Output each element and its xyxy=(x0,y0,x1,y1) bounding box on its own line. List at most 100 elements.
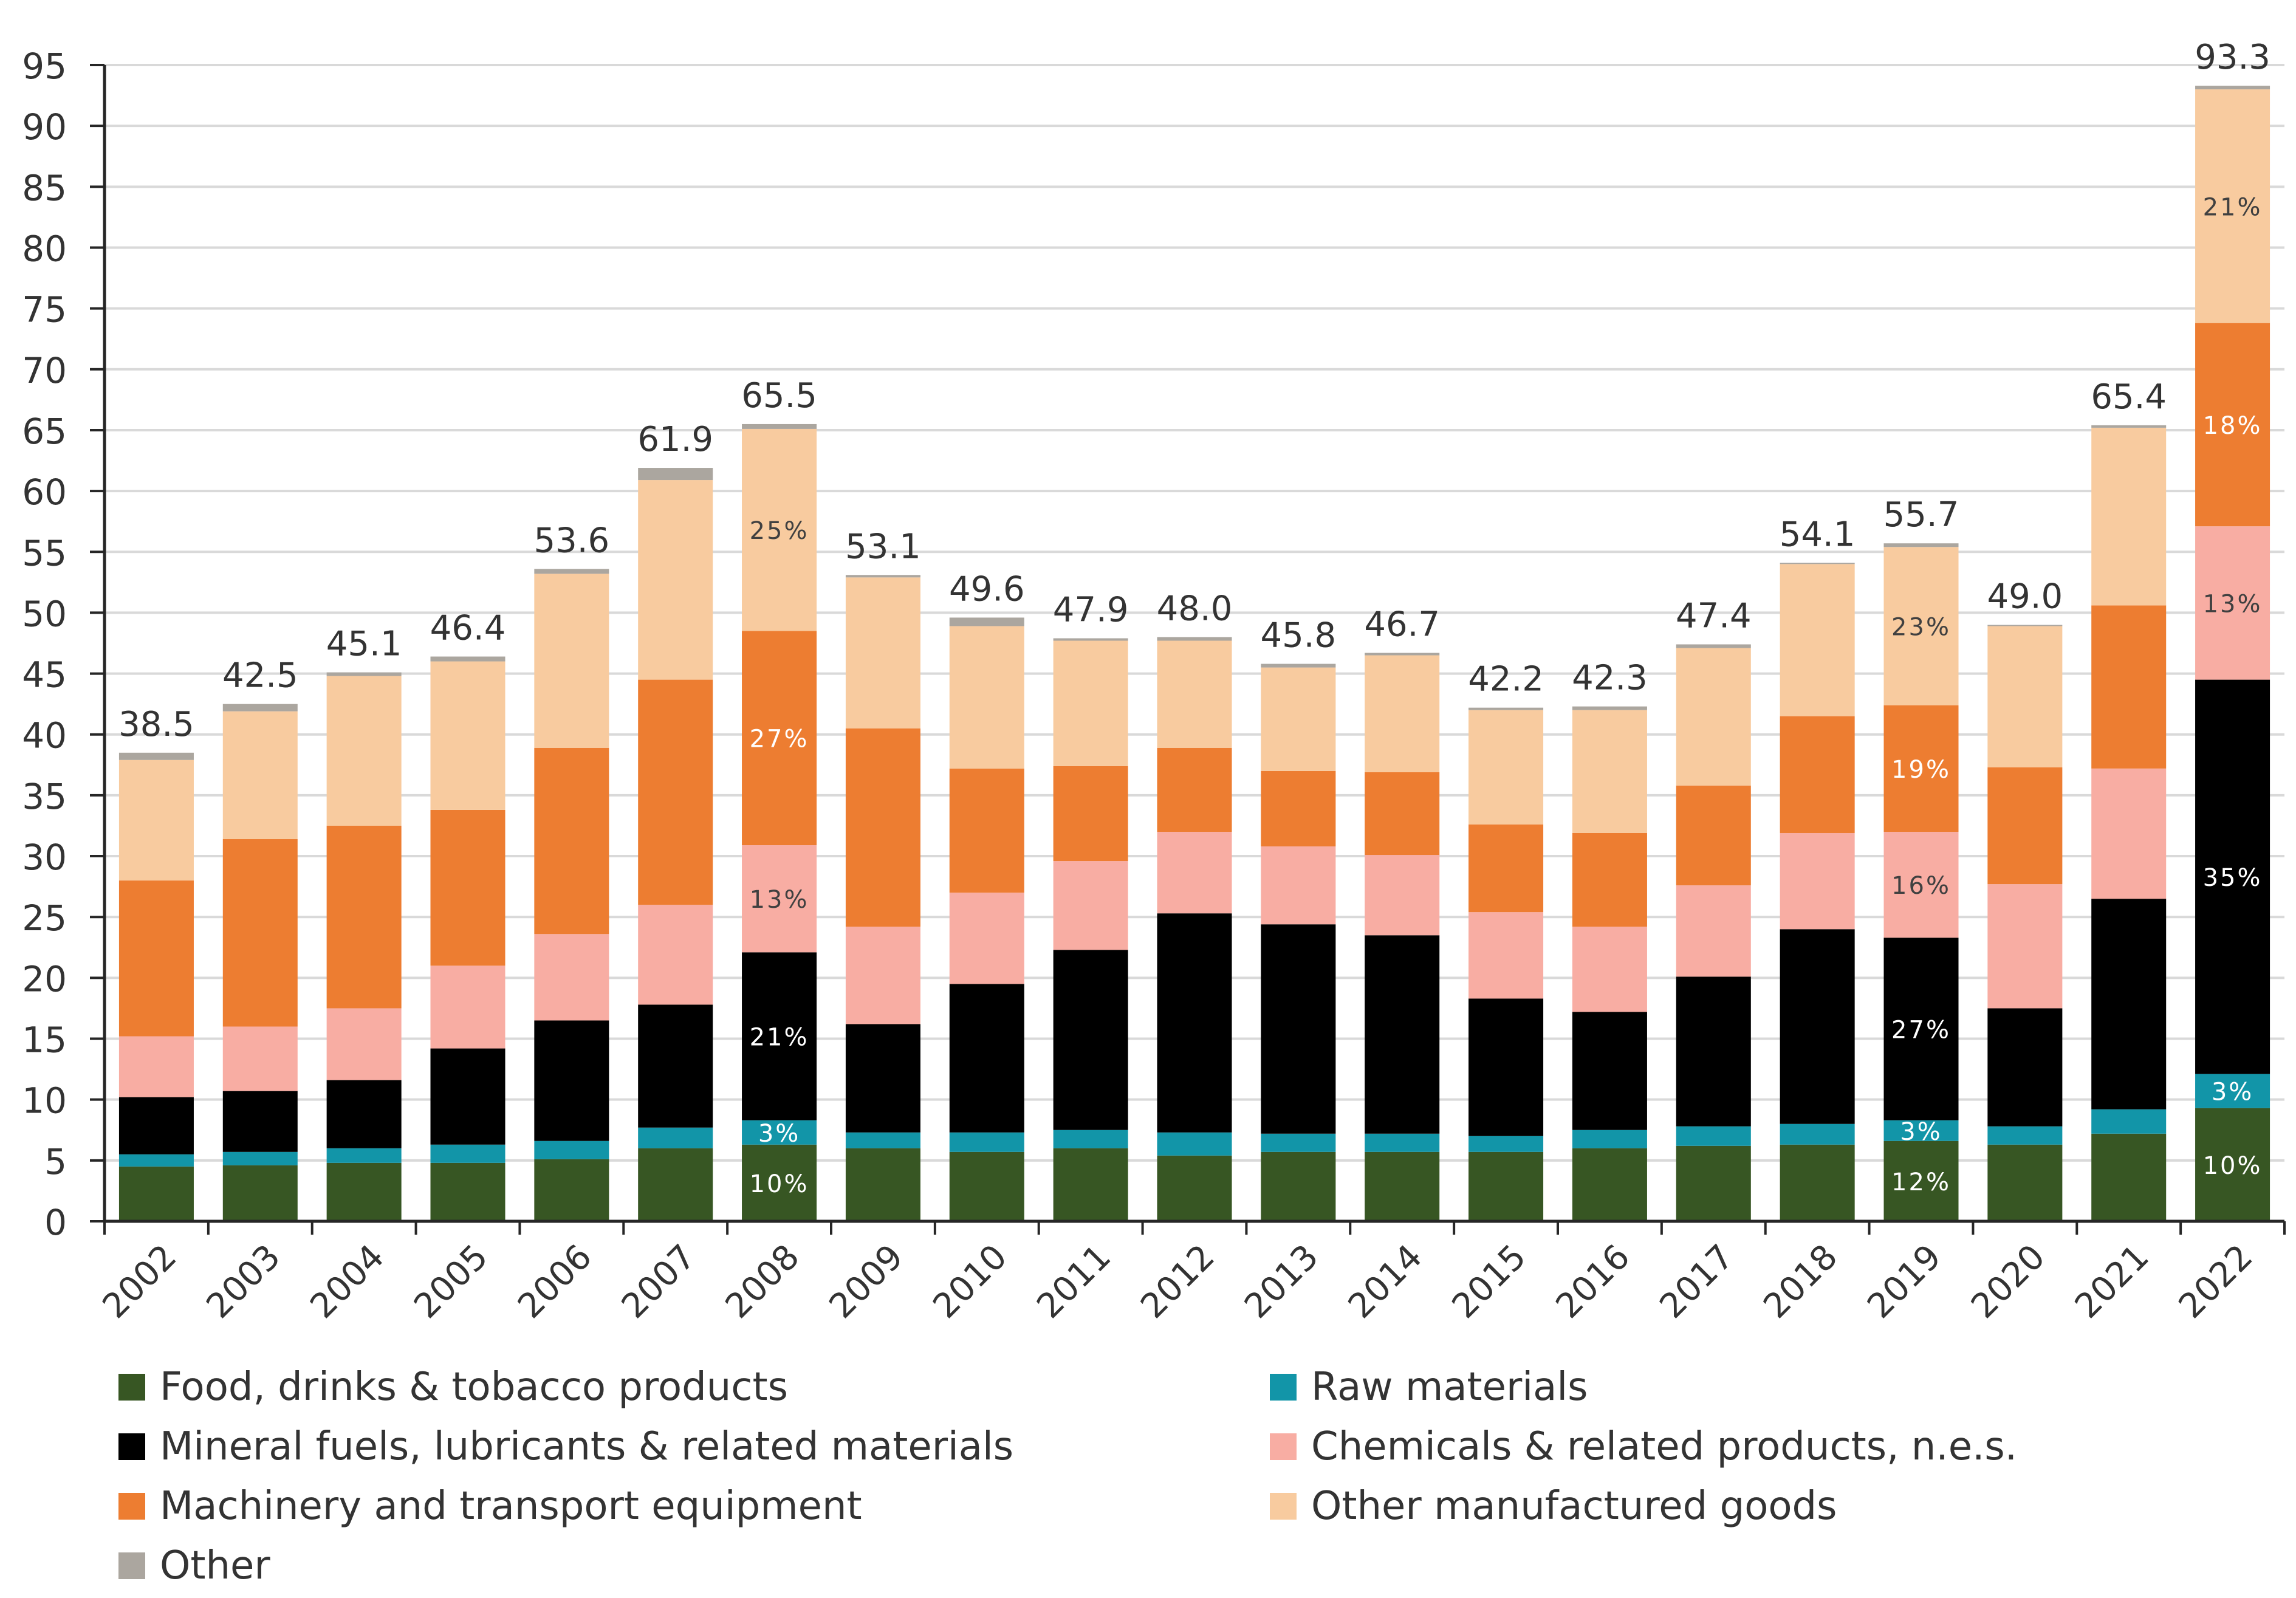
bar-other-2003 xyxy=(222,704,298,712)
x-tick-label-2014: 2014 xyxy=(1341,1237,1430,1326)
bar-chemicals-related-products-n-e-s-2003 xyxy=(222,1026,298,1091)
bar-chemicals-related-products-n-e-s-2020 xyxy=(1987,884,2063,1009)
bar-other-manufactured-goods-2005 xyxy=(430,661,505,810)
bar-other-manufactured-goods-2017 xyxy=(1676,648,1751,786)
bar-other-manufactured-goods-2010 xyxy=(949,626,1024,769)
bar-machinery-and-transport-equipment-2019 xyxy=(1883,705,1959,832)
bar-other-manufactured-goods-2018 xyxy=(1780,564,1855,716)
bar-mineral-fuels-lubricants-related-materials-2015 xyxy=(1468,998,1544,1136)
total-label-2017: 47.4 xyxy=(1676,597,1752,636)
total-label-2021: 65.4 xyxy=(2091,377,2167,417)
bar-other-2017 xyxy=(1676,644,1751,648)
legend-label: Raw materials xyxy=(1311,1365,1588,1410)
bar-other-manufactured-goods-2022 xyxy=(2195,89,2270,323)
bar-chemicals-related-products-n-e-s-2014 xyxy=(1365,855,1440,936)
bar-other-manufactured-goods-2006 xyxy=(534,574,609,748)
y-tick-label: 80 xyxy=(22,228,67,269)
bar-mineral-fuels-lubricants-related-materials-2004 xyxy=(326,1080,402,1148)
bar-other-2013 xyxy=(1261,664,1336,668)
y-tick-label: 40 xyxy=(22,715,67,756)
bar-other-manufactured-goods-2007 xyxy=(638,480,713,680)
y-tick-label: 0 xyxy=(44,1202,67,1243)
total-label-2002: 38.5 xyxy=(118,705,194,744)
bar-other-manufactured-goods-2004 xyxy=(326,676,402,826)
bar-other-2015 xyxy=(1468,707,1544,710)
bar-machinery-and-transport-equipment-2018 xyxy=(1780,716,1855,833)
chart-canvas: 0 5 10 15 20 25 30 35 40 45 50 55 60 65 70 75 80 85 90 95 20… xyxy=(22,38,2286,1326)
total-label-2004: 45.1 xyxy=(326,625,402,664)
bar-chemicals-related-products-n-e-s-2021 xyxy=(2091,768,2167,899)
bar-other-2010 xyxy=(949,617,1024,626)
percent-label-2022-machinery-and-transport-equipment: 18% xyxy=(2203,412,2263,440)
bar-machinery-and-transport-equipment-2013 xyxy=(1261,770,1336,847)
bar-mineral-fuels-lubricants-related-materials-2008 xyxy=(742,952,817,1120)
percent-label-2022-other-manufactured-goods: 21% xyxy=(2203,193,2263,221)
x-tick-label-2011: 2011 xyxy=(1029,1237,1119,1326)
bar-raw-materials-2014 xyxy=(1365,1133,1440,1152)
bar-raw-materials-2020 xyxy=(1987,1126,2063,1145)
bar-machinery-and-transport-equipment-2014 xyxy=(1365,772,1440,856)
bar-other-manufactured-goods-2008 xyxy=(742,428,817,631)
bar-machinery-and-transport-equipment-2010 xyxy=(949,768,1024,893)
bar-food-drinks-tobacco-products-2013 xyxy=(1261,1151,1336,1221)
bar-food-drinks-tobacco-products-2018 xyxy=(1780,1144,1855,1221)
percent-label-2008-machinery-and-transport-equipment: 27% xyxy=(750,725,809,753)
percent-label-2019-raw-materials: 3% xyxy=(1900,1118,1942,1146)
bar-chemicals-related-products-n-e-s-2016 xyxy=(1572,927,1647,1012)
bar-food-drinks-tobacco-products-2017 xyxy=(1676,1145,1751,1221)
bar-raw-materials-2003 xyxy=(222,1151,298,1165)
bar-food-drinks-tobacco-products-2012 xyxy=(1157,1155,1232,1221)
total-label-2012: 48.0 xyxy=(1157,589,1233,628)
bar-mineral-fuels-lubricants-related-materials-2003 xyxy=(222,1091,298,1152)
total-label-2018: 54.1 xyxy=(1780,515,1856,554)
bar-machinery-and-transport-equipment-2003 xyxy=(222,839,298,1027)
bar-other-2016 xyxy=(1572,706,1647,710)
percent-label-2022-chemicals-related-products-n-e-s: 13% xyxy=(2203,590,2263,618)
total-label-2007: 61.9 xyxy=(637,420,713,459)
percent-label-2008-chemicals-related-products-n-e-s: 13% xyxy=(750,886,809,914)
x-tick-label-2004: 2004 xyxy=(303,1237,392,1326)
bar-other-2007 xyxy=(638,468,713,481)
y-tick-label: 5 xyxy=(44,1141,67,1182)
bar-other-2012 xyxy=(1157,637,1232,641)
bar-raw-materials-2004 xyxy=(326,1148,402,1163)
bar-raw-materials-2016 xyxy=(1572,1130,1647,1148)
bar-mineral-fuels-lubricants-related-materials-2012 xyxy=(1157,913,1232,1133)
total-label-2015: 42.2 xyxy=(1468,660,1544,699)
total-label-2013: 45.8 xyxy=(1261,616,1337,656)
y-tick-label: 35 xyxy=(22,776,67,817)
x-tick-label-2003: 2003 xyxy=(199,1237,288,1326)
bar-mineral-fuels-lubricants-related-materials-2010 xyxy=(949,984,1024,1133)
bar-chemicals-related-products-n-e-s-2010 xyxy=(949,893,1024,984)
legend-item-chemicals-related-products-n-e-s: Chemicals & related products, n.e.s. xyxy=(1270,1419,2017,1474)
x-tick-label-2015: 2015 xyxy=(1445,1237,1534,1326)
percent-label-2022-mineral-fuels-lubricants-related-materials: 35% xyxy=(2203,864,2263,892)
percent-label-2022-food-drinks-tobacco-products: 10% xyxy=(2203,1152,2263,1180)
percent-label-2019-machinery-and-transport-equipment: 19% xyxy=(1891,756,1951,784)
bar-mineral-fuels-lubricants-related-materials-2017 xyxy=(1676,976,1751,1126)
bar-machinery-and-transport-equipment-2007 xyxy=(638,679,713,905)
percent-label-2022-raw-materials: 3% xyxy=(2212,1078,2253,1106)
bar-raw-materials-2019 xyxy=(1883,1120,1959,1141)
bar-mineral-fuels-lubricants-related-materials-2014 xyxy=(1365,935,1440,1134)
bar-raw-materials-2015 xyxy=(1468,1136,1544,1152)
bar-other-2009 xyxy=(845,575,920,578)
bar-other-2019 xyxy=(1883,543,1959,547)
bar-other-manufactured-goods-2020 xyxy=(1987,626,2063,767)
total-label-2014: 46.7 xyxy=(1364,605,1440,645)
percent-label-2019-other-manufactured-goods: 23% xyxy=(1891,613,1951,641)
bar-chemicals-related-products-n-e-s-2002 xyxy=(118,1036,194,1097)
bar-other-2005 xyxy=(430,656,505,662)
bar-raw-materials-2009 xyxy=(845,1132,920,1148)
bar-other-2011 xyxy=(1053,638,1128,641)
data-labels: 38.5 42.5 45.1 46.4 53.6 61.9 65.5 25% 27% 13% 21%… xyxy=(118,38,2270,1198)
y-tick-label: 95 xyxy=(22,46,67,87)
bar-other-manufactured-goods-2019 xyxy=(1883,547,1959,705)
bar-raw-materials-2011 xyxy=(1053,1130,1128,1148)
x-tick-label-2018: 2018 xyxy=(1756,1237,1845,1326)
bar-other-2021 xyxy=(2091,425,2167,428)
bar-chemicals-related-products-n-e-s-2013 xyxy=(1261,846,1336,925)
bar-machinery-and-transport-equipment-2011 xyxy=(1053,766,1128,862)
x-tick-label-2012: 2012 xyxy=(1133,1237,1222,1326)
y-tick-label: 10 xyxy=(22,1080,67,1122)
